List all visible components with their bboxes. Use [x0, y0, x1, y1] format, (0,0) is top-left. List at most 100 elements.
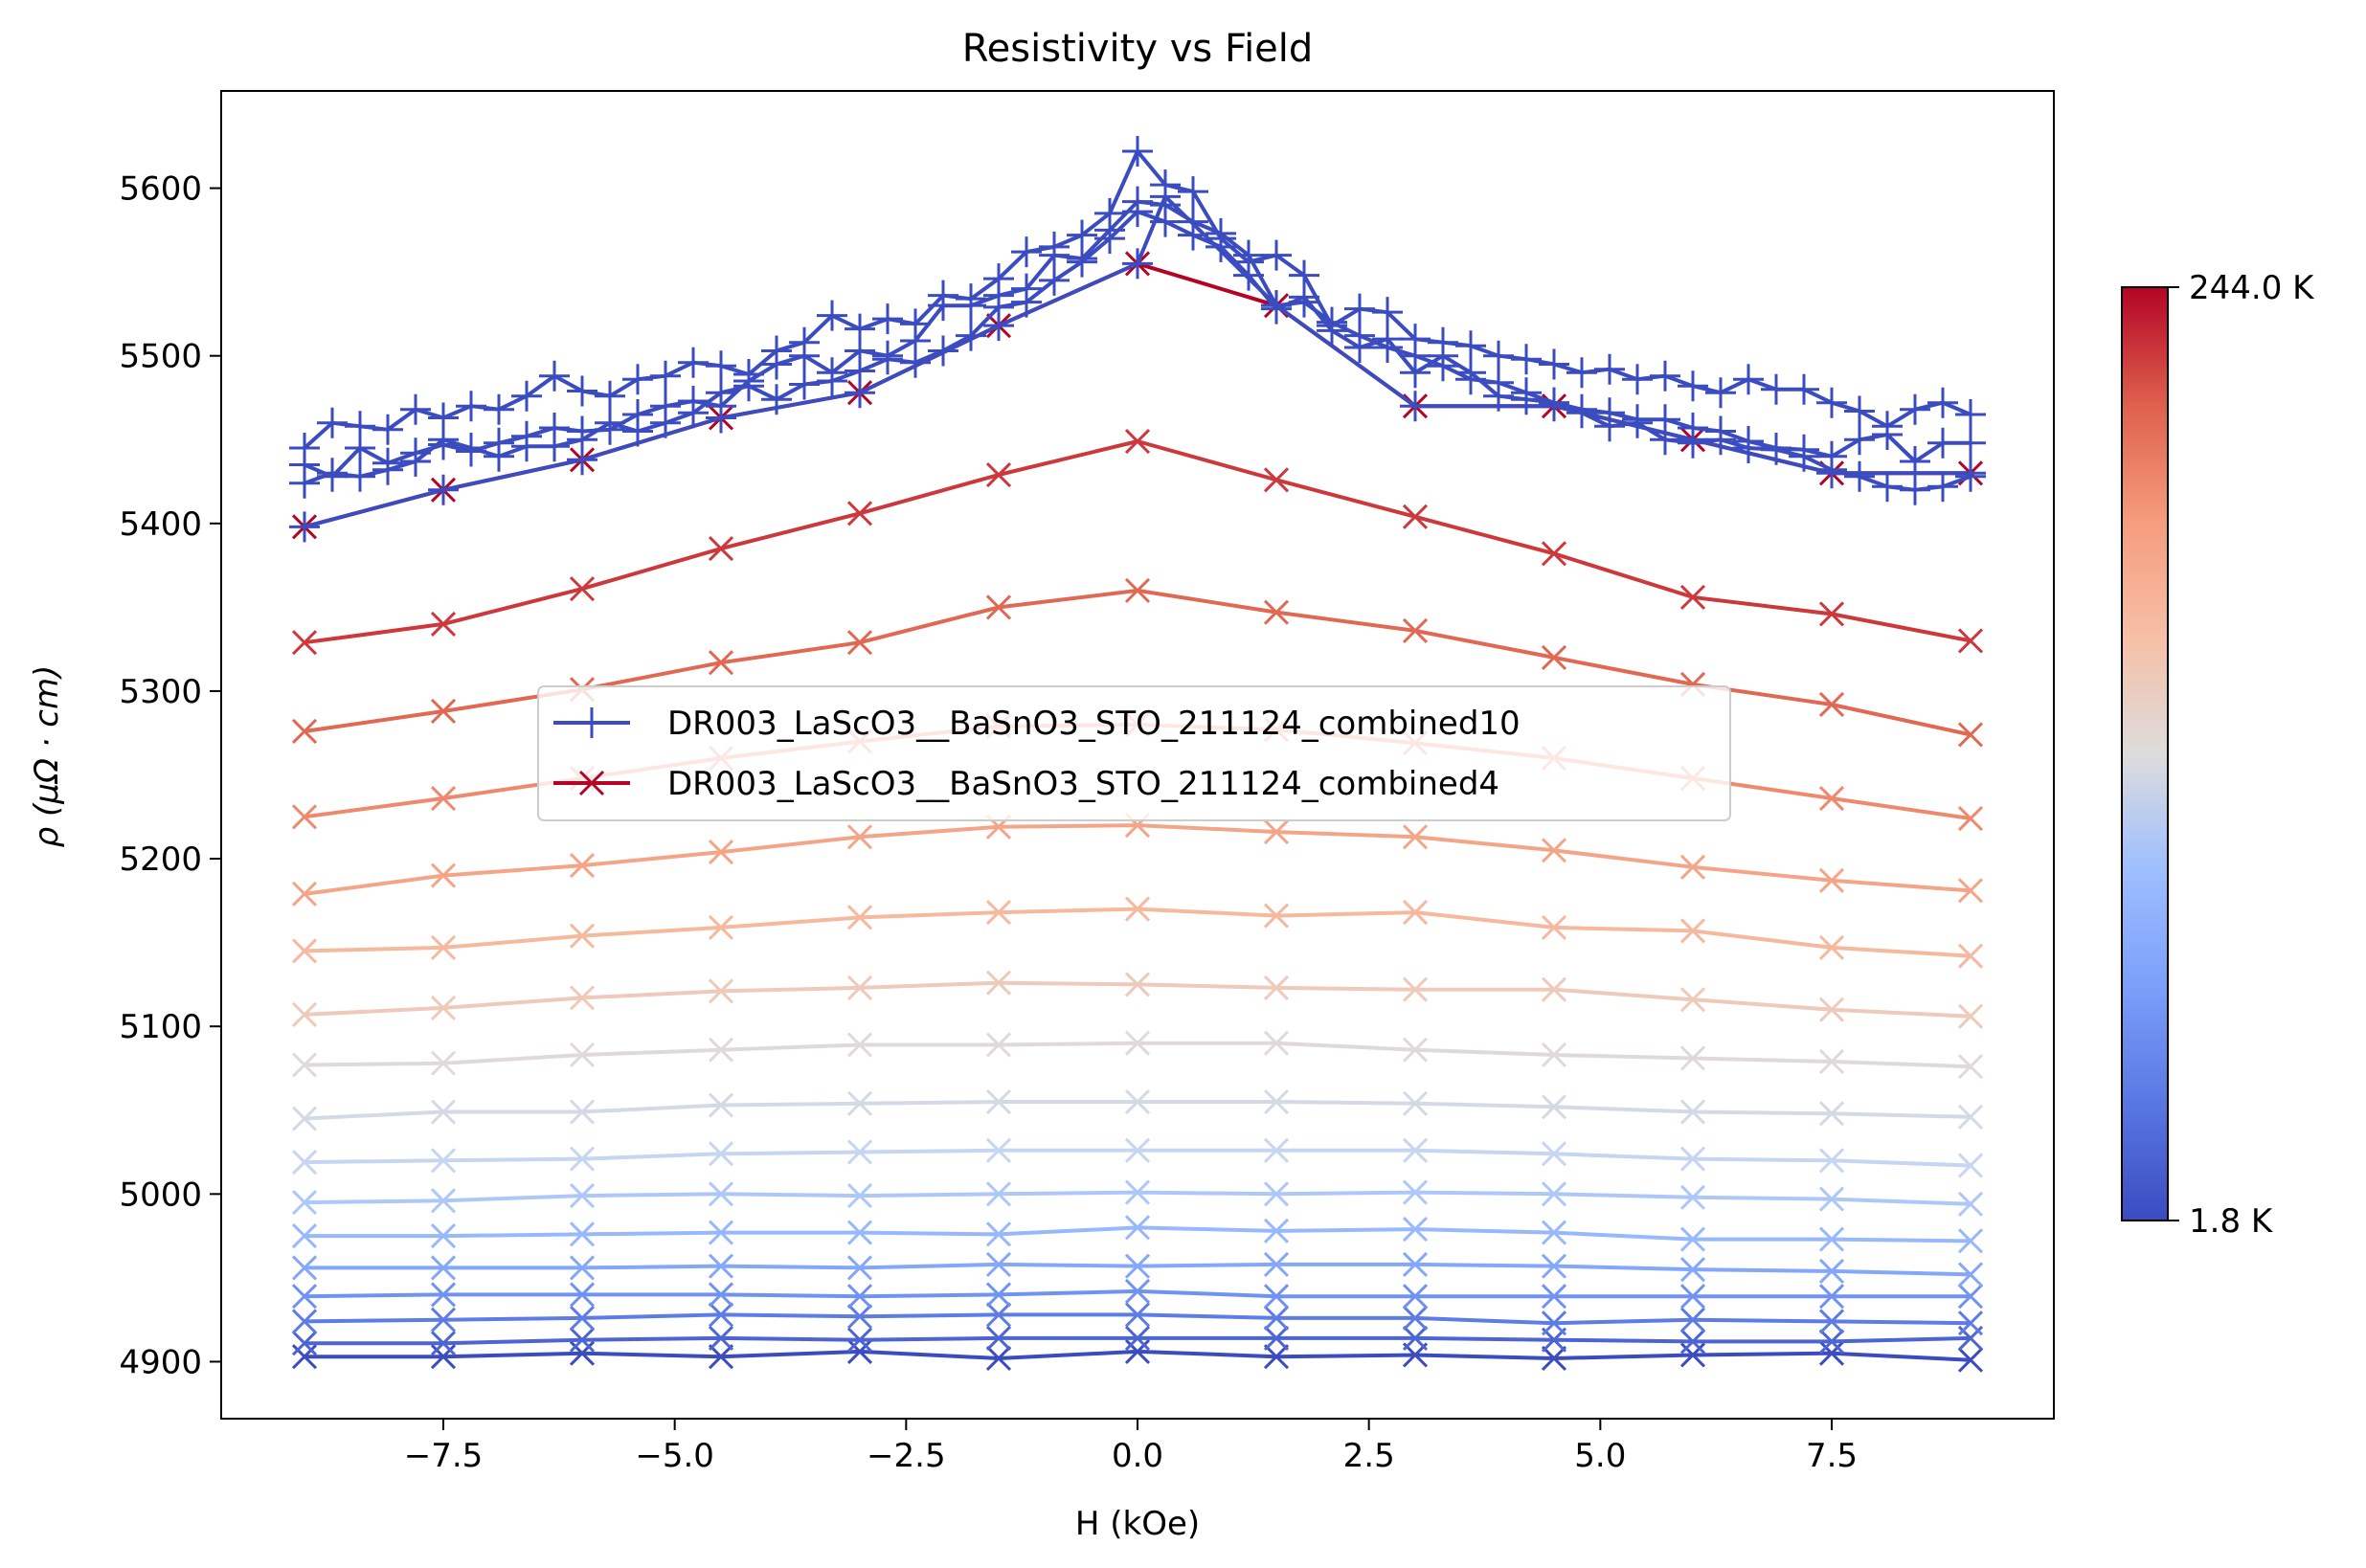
data-point	[1844, 395, 1875, 427]
data-point	[1261, 290, 1292, 322]
data-point	[1124, 428, 1151, 455]
x-tick-label: −5.0	[635, 1437, 714, 1475]
data-point	[1957, 805, 1984, 832]
x-tick-label: −7.5	[404, 1437, 484, 1475]
series-line	[304, 823, 1972, 896]
data-point	[846, 1139, 873, 1165]
data-point	[1263, 1088, 1290, 1115]
data-point	[708, 1141, 734, 1167]
data-point	[1818, 1258, 1845, 1284]
series-plus-3	[289, 181, 1986, 543]
data-point	[1818, 1186, 1845, 1212]
data-point	[846, 974, 873, 1000]
data-point	[539, 431, 570, 462]
series-line	[304, 439, 1972, 645]
data-point	[1705, 424, 1736, 456]
data-point	[1317, 315, 1347, 347]
data-point	[1900, 474, 1930, 505]
data-point	[1818, 1101, 1845, 1127]
data-point	[1679, 1099, 1706, 1125]
data-point	[1679, 1146, 1706, 1172]
data-point	[1733, 433, 1764, 464]
data-point	[1818, 867, 1845, 893]
data-point	[985, 594, 1012, 620]
data-point	[1541, 541, 1567, 567]
data-point	[846, 1183, 873, 1209]
data-point	[1541, 1284, 1567, 1310]
data-point	[430, 1188, 457, 1214]
data-point	[1428, 340, 1458, 371]
data-point	[595, 380, 625, 412]
series-line	[304, 194, 1971, 529]
data-point	[595, 407, 625, 438]
data-point	[846, 630, 873, 656]
data-point	[456, 391, 486, 422]
data-point	[1402, 900, 1429, 926]
data-point	[1955, 398, 1986, 430]
series-plus-0	[289, 136, 1986, 464]
data-point	[678, 397, 709, 429]
data-point	[1541, 914, 1567, 940]
data-point	[291, 1052, 318, 1078]
data-point	[569, 576, 596, 602]
data-point	[1263, 818, 1290, 845]
data-point	[456, 433, 486, 464]
data-point	[1955, 427, 1986, 459]
data-point	[789, 340, 820, 371]
data-point	[1402, 1325, 1429, 1352]
data-point	[650, 360, 681, 392]
series-x-10	[291, 1179, 1984, 1217]
data-point	[985, 1282, 1012, 1308]
data-point	[846, 1327, 873, 1353]
data-point	[1122, 136, 1153, 168]
data-point	[1957, 1054, 1984, 1080]
data-point	[1178, 176, 1208, 208]
data-point	[317, 407, 348, 438]
data-point	[289, 511, 320, 543]
data-point	[956, 290, 986, 322]
data-point	[708, 1253, 734, 1279]
data-point	[539, 360, 570, 392]
data-point	[846, 1090, 873, 1116]
data-point	[1818, 1284, 1845, 1310]
data-point	[1927, 427, 1958, 459]
data-point	[430, 1282, 457, 1308]
data-point	[1124, 972, 1151, 997]
data-point	[1957, 1104, 1984, 1130]
data-point	[1511, 384, 1542, 415]
data-point	[1094, 223, 1125, 255]
data-point	[708, 978, 734, 1004]
x-tick-label: 2.5	[1343, 1437, 1395, 1475]
y-tick-label: 5400	[119, 505, 202, 544]
data-point	[708, 536, 734, 562]
data-point	[708, 1282, 734, 1308]
data-point	[1124, 1302, 1151, 1328]
series-x-16	[291, 1338, 1984, 1373]
data-point	[1263, 1181, 1290, 1207]
data-point	[1679, 1184, 1706, 1210]
data-point	[1818, 691, 1845, 718]
data-point	[372, 454, 403, 485]
data-point	[708, 1181, 734, 1207]
data-point	[1594, 411, 1625, 442]
data-point	[708, 1220, 734, 1245]
data-point	[1541, 1253, 1567, 1279]
series-x-8	[291, 1088, 1984, 1131]
y-tick-label: 4900	[119, 1343, 202, 1381]
data-point	[430, 1148, 457, 1174]
data-point	[1402, 976, 1429, 1002]
data-point	[1124, 1179, 1151, 1205]
data-point	[846, 1338, 873, 1365]
data-point	[1263, 1251, 1290, 1277]
colorbar: 244.0 K 1.8 K	[2121, 269, 2315, 1241]
data-point	[1679, 1226, 1706, 1252]
data-point	[1957, 628, 1984, 654]
data-point	[1679, 1045, 1706, 1071]
data-point	[985, 1137, 1012, 1163]
legend-label-1: DR003_LaScO3__BaSnO3_STO_211124_combined…	[667, 705, 1521, 743]
data-point	[1844, 424, 1875, 456]
data-point	[430, 1331, 457, 1356]
data-point	[317, 458, 348, 489]
data-point	[1263, 974, 1290, 1000]
